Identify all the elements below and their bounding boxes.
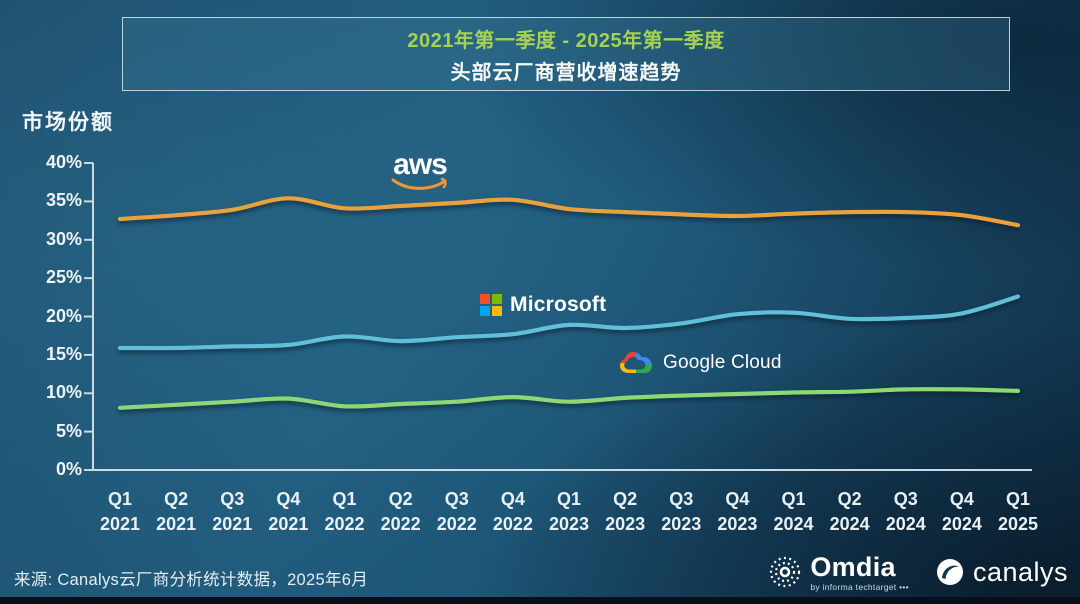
x-tick-label: Q1 2022: [324, 489, 365, 534]
y-tick-label: 20%: [45, 305, 82, 326]
x-tick-label: Q4 2022: [492, 489, 533, 534]
x-tick-label: Q4 2021: [268, 489, 309, 534]
canalys-wordmark: canalys: [972, 556, 1068, 587]
x-tick-label: Q3 2024: [885, 489, 926, 534]
omdia-subtext: by informa techtarget •••: [810, 581, 909, 592]
aws-logo: aws: [390, 150, 450, 194]
x-tick-label: Q1 2024: [773, 489, 814, 534]
title-period: 2021年第一季度 - 2025年第一季度: [407, 29, 725, 52]
canalys-icon: [936, 559, 963, 586]
omdia-logo: Omdia by informa techtarget •••: [767, 551, 909, 592]
x-tick-label: Q2 2024: [829, 489, 870, 534]
series-line-microsoft: [117, 294, 1021, 351]
google-cloud-icon: [620, 352, 652, 373]
omdia-icon: [770, 557, 801, 588]
aws-wordmark: aws: [393, 148, 448, 181]
x-tick-label: Q1 2025: [997, 489, 1039, 534]
x-tick-label: Q3 2023: [661, 489, 702, 534]
x-tick-label: Q3 2021: [212, 489, 253, 534]
x-tick-label: Q1 2021: [99, 489, 141, 534]
y-tick-label: 15%: [45, 343, 82, 364]
google-cloud-wordmark: Google Cloud: [663, 352, 782, 373]
y-tick-label: 40%: [45, 152, 82, 172]
y-axis-tick-labels: 40% 35% 30% 25% 20% 15% 10% 5% 0%: [0, 0, 86, 604]
x-tick-label: Q2 2023: [605, 489, 646, 534]
microsoft-logo: Microsoft: [480, 293, 606, 317]
chart-title: 头部云厂商营收增速趋势: [450, 61, 682, 84]
y-tick-label: 5%: [55, 420, 82, 441]
source-text: 来源: Canalys云厂商分析统计数据，2025年6月: [14, 571, 369, 589]
y-tick-label: 0%: [55, 459, 82, 479]
canalys-logo: canalys: [935, 557, 1068, 588]
series-line-aws: [117, 196, 1021, 228]
microsoft-squares-icon: [480, 294, 502, 316]
microsoft-wordmark: Microsoft: [510, 293, 607, 316]
axes: [84, 162, 1032, 471]
x-tick-label: Q4 2024: [941, 489, 982, 534]
y-tick-label: 25%: [45, 267, 82, 288]
series-line-google-cloud: [117, 387, 1021, 410]
footer-logos: Omdia by informa techtarget ••• canalys: [767, 551, 1068, 592]
aws-smile-icon: [391, 177, 447, 190]
omdia-wordmark: Omdia: [810, 551, 896, 582]
x-tick-label: Q1 2023: [548, 489, 590, 534]
title-box: 2021年第一季度 - 2025年第一季度 头部云厂商营收增速趋势: [122, 17, 1010, 91]
x-tick-label: Q4 2023: [717, 489, 758, 534]
google-cloud-logo: Google Cloud: [618, 350, 782, 376]
x-tick-label: Q2 2021: [156, 489, 197, 534]
y-tick-label: 30%: [45, 228, 82, 249]
x-tick-label: Q3 2022: [436, 489, 477, 534]
x-tick-label: Q2 2022: [380, 489, 421, 534]
y-axis-title: 市场份额: [22, 111, 114, 134]
y-tick-label: 35%: [45, 190, 82, 211]
y-tick-label: 10%: [45, 382, 82, 403]
bottom-dark-strip: [0, 597, 1080, 604]
series-lines: [117, 196, 1021, 410]
